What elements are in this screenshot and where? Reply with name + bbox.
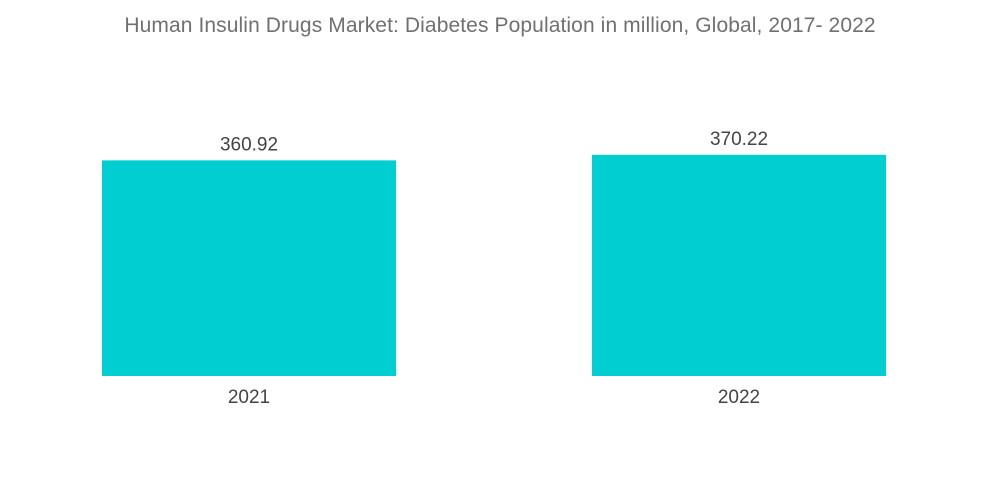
- value-label-2021: 360.92: [220, 134, 278, 155]
- x-tick-label-2021: 2021: [228, 387, 270, 408]
- x-tick-label-2022: 2022: [718, 387, 760, 408]
- bar-2021: [102, 160, 396, 376]
- value-label-2022: 370.22: [710, 129, 768, 150]
- bar-2022: [592, 154, 886, 376]
- chart-title: Human Insulin Drugs Market: Diabetes Pop…: [124, 14, 876, 37]
